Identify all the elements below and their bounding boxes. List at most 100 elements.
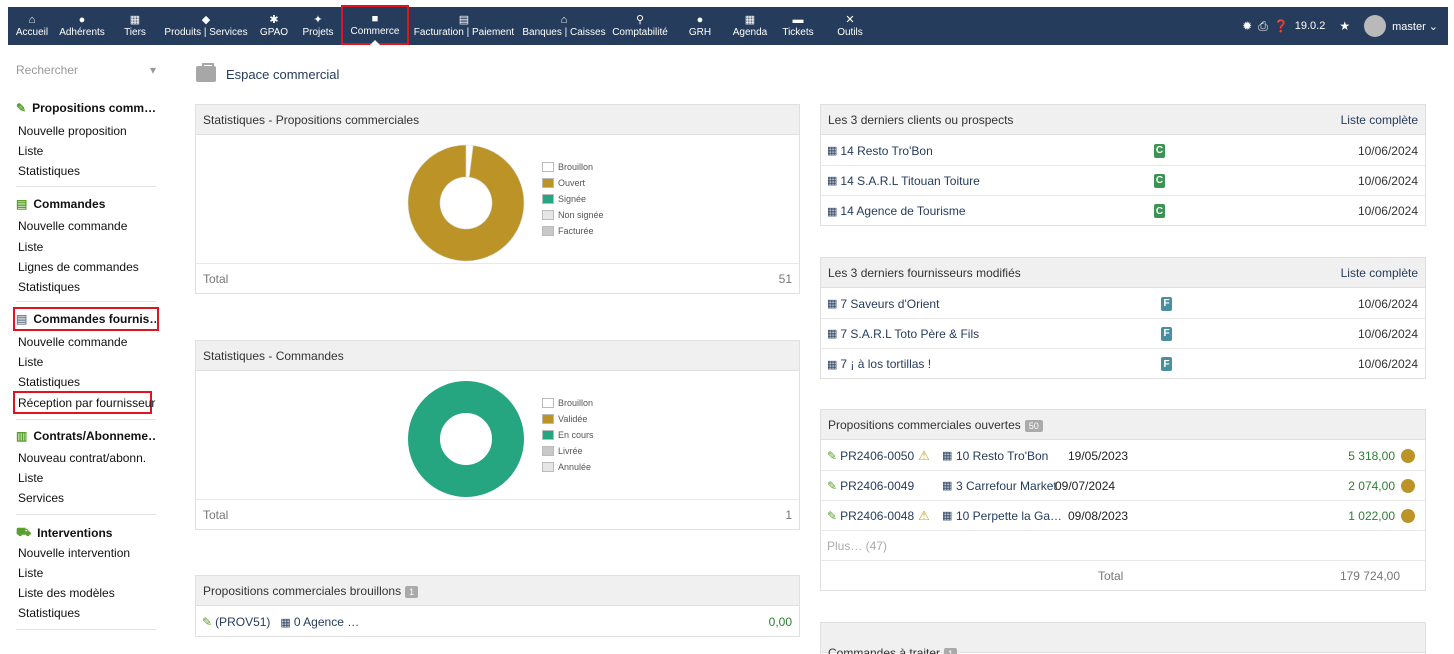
sidebar-head-interventions[interactable]: ⛟ Interventions: [16, 525, 156, 541]
nav-label: Agenda: [732, 26, 768, 38]
total-row: Total 179 724,00: [821, 561, 1425, 591]
status-open-dot: [1401, 508, 1415, 523]
nav-agenda[interactable]: ▦ Agenda: [728, 7, 772, 45]
count-badge: 1: [944, 648, 958, 654]
table-row: ▦ 14 S.A.R.L Titouan Toiture C 10/06/2024: [821, 166, 1425, 196]
legend-entry[interactable]: Signée: [542, 191, 604, 207]
proposal-icon: ✎: [827, 478, 838, 493]
legend-entry[interactable]: Brouillon: [542, 159, 604, 175]
total-value: 51: [778, 271, 792, 286]
supplier-link[interactable]: 7 Saveurs d'Orient: [840, 296, 940, 311]
client-link[interactable]: 14 Agence de Tourisme: [840, 204, 966, 218]
company-link[interactable]: 10 Perpette la Ga…: [956, 508, 1063, 523]
sidebar-item-supplier-order-list[interactable]: Liste: [18, 355, 44, 369]
sidebar-head-orders[interactable]: ▤ Commandes: [16, 197, 156, 211]
help-icon[interactable]: ❓: [1273, 19, 1289, 33]
client-link[interactable]: 14 Resto Tro'Bon: [840, 143, 933, 158]
sidebar-head-proposals[interactable]: ✎ Propositions comm…: [16, 101, 156, 115]
sidebar-item-contract-list[interactable]: Liste: [18, 471, 44, 485]
legend-label: Ouvert: [558, 178, 586, 188]
bug-icon[interactable]: ✹: [1242, 19, 1253, 33]
nav-projects[interactable]: ✦ Projets: [298, 7, 338, 45]
sidebar-item-new-intervention[interactable]: Nouvelle intervention: [18, 546, 131, 560]
nav-label: Banques | Caisses: [522, 26, 606, 38]
nav-tickets[interactable]: ▬ Tickets: [778, 7, 818, 45]
divider: [16, 186, 156, 187]
proposal-ref-link[interactable]: PR2406-0050: [840, 448, 915, 463]
company-link[interactable]: 3 Carrefour Market: [956, 478, 1057, 493]
nav-label: GRH: [688, 26, 712, 38]
box-title: Statistiques - Propositions commerciales: [203, 112, 420, 127]
sidebar-item-proposal-list[interactable]: Liste: [18, 144, 44, 158]
proposal-ref-link[interactable]: (PROV51): [215, 615, 271, 629]
legend-entry[interactable]: En cours: [542, 427, 594, 443]
chevron-down-icon: ▾: [149, 63, 156, 77]
orders-slice-en-cours[interactable]: [408, 381, 524, 497]
sidebar-item-new-proposal[interactable]: Nouvelle proposition: [18, 124, 127, 138]
legend-entry[interactable]: Non signée: [542, 207, 604, 223]
legend-entry[interactable]: Livrée: [542, 443, 594, 459]
supplier-link[interactable]: 7 S.A.R.L Toto Père & Fils: [840, 326, 980, 341]
legend-entry[interactable]: Facturée: [542, 223, 604, 239]
client-link[interactable]: 14 S.A.R.L Titouan Toiture: [840, 173, 980, 188]
print-icon[interactable]: ⎙: [1258, 18, 1268, 33]
sidebar-item-intervention-list[interactable]: Liste: [18, 566, 44, 580]
sidebar-item-supplier-order-stats[interactable]: Statistiques: [18, 375, 81, 389]
sidebar-item-new-contract[interactable]: Nouveau contrat/abonn.: [18, 451, 147, 465]
nav-accounting[interactable]: ⚲ Comptabilité: [608, 7, 672, 45]
full-list-link[interactable]: Liste complète: [1340, 112, 1418, 127]
nav-home[interactable]: ⌂ Accueil: [12, 7, 52, 45]
sidebar-head-supplier-orders[interactable]: ▤ Commandes fournis…: [16, 312, 156, 326]
more-row: Plus… (47): [821, 531, 1425, 561]
supplier-link[interactable]: 7 ¡ à los tortillas !: [840, 357, 932, 371]
sidebar-item-proposal-stats[interactable]: Statistiques: [18, 164, 81, 178]
proposal-ref-link[interactable]: PR2406-0048: [840, 508, 915, 523]
stats-proposals-box: Statistiques - Propositions commerciales…: [195, 104, 800, 294]
sidebar-item-services[interactable]: Services: [18, 491, 65, 505]
proposal-ref-link[interactable]: PR2406-0049: [840, 478, 915, 493]
table-row: ▦ 7 ¡ à los tortillas ! F 10/06/2024: [821, 349, 1425, 379]
proposals-donut-chart: [407, 144, 525, 262]
sidebar-item-new-supplier-order[interactable]: Nouvelle commande: [18, 335, 128, 349]
sidebar-item-templates-list[interactable]: Liste des modèles: [18, 586, 115, 600]
count-badge: 50: [1024, 419, 1043, 432]
sidebar-head-contracts[interactable]: ▥ Contrats/Abonneme…: [16, 429, 156, 443]
nav-commerce[interactable]: ■ Commerce: [341, 5, 409, 45]
sidebar-item-order-stats[interactable]: Statistiques: [18, 280, 81, 294]
nav-billing[interactable]: ▤ Facturation | Paiement: [411, 7, 517, 45]
user-menu[interactable]: master ⌄: [1392, 20, 1438, 33]
more-link[interactable]: Plus… (47): [827, 538, 888, 553]
nav-products[interactable]: ◆ Produits | Services: [163, 7, 249, 45]
amount: 0,00: [768, 615, 792, 629]
box-title: Propositions commerciales brouillons: [203, 583, 402, 598]
sidebar-item-order-list[interactable]: Liste: [18, 240, 44, 254]
page-title: Espace commercial: [226, 66, 340, 82]
legend-entry[interactable]: Annulée: [542, 459, 594, 475]
legend-entry[interactable]: Validée: [542, 411, 594, 427]
status-open-dot: [1401, 448, 1415, 463]
full-list-link[interactable]: Liste complète: [1340, 265, 1418, 280]
legend-entry[interactable]: Brouillon: [542, 395, 594, 411]
legend-entry[interactable]: Ouvert: [542, 175, 604, 191]
sidebar-item-reception-by-supplier[interactable]: Réception par fournisseur: [18, 396, 156, 410]
nav-tools[interactable]: ✕ Outils: [830, 7, 870, 45]
bookmark-star-icon[interactable]: ★: [1339, 19, 1351, 33]
company-link[interactable]: 10 Resto Tro'Bon: [956, 448, 1049, 463]
company-link[interactable]: 0 Agence …: [293, 615, 360, 629]
nav-hr[interactable]: ● GRH: [680, 7, 720, 45]
sidebar-search-select[interactable]: Rechercher ▾: [16, 63, 156, 83]
date: 10/06/2024: [1357, 357, 1418, 371]
building-icon: ▦: [827, 175, 838, 187]
nav-banks[interactable]: ⌂ Banques | Caisses: [521, 7, 607, 45]
sidebar-item-intervention-stats[interactable]: Statistiques: [18, 606, 81, 620]
box-header: Propositions commerciales brouillons 1: [196, 576, 799, 606]
nav-gpao[interactable]: ✱ GPAO: [254, 7, 294, 45]
box-header: Les 3 derniers clients ou prospects Liste…: [821, 105, 1425, 135]
nav-members[interactable]: ● Adhérents: [54, 7, 110, 45]
sidebar-item-order-lines[interactable]: Lignes de commandes: [18, 260, 139, 274]
date: 10/06/2024: [1357, 173, 1418, 188]
proposals-slice-ouvert[interactable]: [407, 144, 525, 262]
avatar[interactable]: [1364, 15, 1387, 37]
sidebar-item-new-order[interactable]: Nouvelle commande: [18, 219, 128, 233]
nav-thirdparties[interactable]: ▦ Tiers: [118, 7, 152, 45]
